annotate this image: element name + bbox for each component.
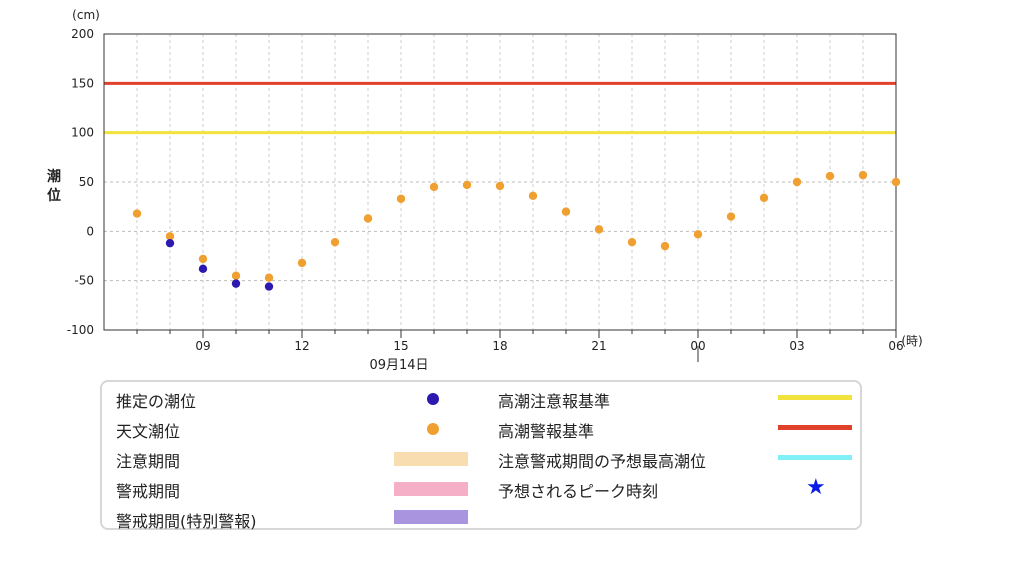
data-point	[231, 271, 241, 280]
legend-label-astronomical: 天文潮位	[116, 422, 181, 441]
data-point	[363, 214, 373, 223]
data-point	[165, 238, 175, 248]
data-point	[759, 193, 769, 202]
data-point	[495, 181, 505, 191]
legend-label-max-tide-forecast: 注意警戒期間の予想最高潮位	[498, 452, 707, 471]
legend-label-estimated: 推定の潮位	[116, 392, 197, 411]
x-tick-label: 09	[195, 339, 210, 353]
data-point	[429, 182, 439, 192]
data-point	[264, 282, 274, 291]
legend-label-peak-time: 予想されるピーク時刻	[498, 482, 659, 501]
y-tick-label: 50	[79, 175, 94, 189]
y-tick-label: -100	[67, 323, 94, 337]
data-point	[792, 177, 802, 187]
legend-label-warning-period: 警戒期間	[116, 482, 181, 501]
data-point	[891, 177, 901, 187]
date-label: 09月14日	[369, 358, 428, 373]
data-point	[825, 171, 835, 181]
y-tick-label: -50	[74, 274, 94, 288]
legend-swatch-special-warning-period	[394, 510, 468, 524]
star-icon: ★	[806, 475, 826, 500]
y-tick-label: 0	[86, 224, 94, 238]
data-point	[594, 225, 604, 234]
data-point	[264, 273, 274, 282]
legend-line-max-tide-forecast	[778, 455, 852, 460]
y-tick-label: 150	[71, 76, 94, 90]
data-point	[231, 279, 241, 288]
x-tick-label: 21	[591, 339, 606, 353]
x-tick-label: 06	[888, 339, 903, 353]
data-point	[858, 170, 868, 180]
data-point	[330, 237, 340, 247]
legend-label-advisory-criterion: 高潮注意報基準	[498, 392, 611, 411]
legend-dot-estimated	[427, 393, 439, 405]
y-axis-unit: (cm)	[72, 8, 100, 22]
legend-line-advisory-criterion	[778, 395, 852, 400]
data-point	[561, 207, 571, 216]
data-point	[660, 241, 670, 251]
data-point	[627, 237, 637, 247]
data-point	[165, 232, 175, 241]
x-tick-label: 18	[492, 339, 507, 353]
data-point	[198, 264, 208, 274]
legend: 推定の潮位 天文潮位 注意期間 警戒期間 警戒期間(特別警報) 高潮注意報基準 …	[100, 380, 862, 531]
criterion-lines	[104, 81, 896, 135]
x-tick-label: 03	[789, 339, 804, 353]
legend-label-warning-criterion: 高潮警報基準	[498, 422, 595, 441]
y-tick-label: 200	[71, 27, 94, 41]
legend-swatch-caution-period	[394, 452, 468, 466]
legend-dot-astronomical	[427, 423, 439, 435]
data-point	[396, 194, 406, 203]
data-point	[297, 258, 307, 268]
data-point	[198, 254, 208, 264]
y-tick-label: 100	[71, 126, 94, 140]
legend-line-warning-criterion	[778, 425, 852, 430]
legend-label-caution-period: 注意期間	[116, 452, 181, 471]
data-point	[726, 212, 736, 221]
y-axis-label-char2: 位	[47, 187, 61, 204]
data-point	[528, 191, 538, 201]
data-point	[693, 230, 703, 239]
y-axis-label-char1: 潮	[47, 168, 61, 185]
legend-swatch-warning-period	[394, 482, 468, 496]
x-axis-unit: (時)	[901, 334, 922, 348]
data-point	[462, 180, 472, 190]
legend-label-special-warning-period: 警戒期間(特別警報)	[116, 512, 257, 531]
data-points	[132, 170, 901, 291]
x-tick-label: 15	[393, 339, 408, 353]
x-tick-label: 12	[294, 339, 309, 353]
data-point	[132, 209, 142, 218]
